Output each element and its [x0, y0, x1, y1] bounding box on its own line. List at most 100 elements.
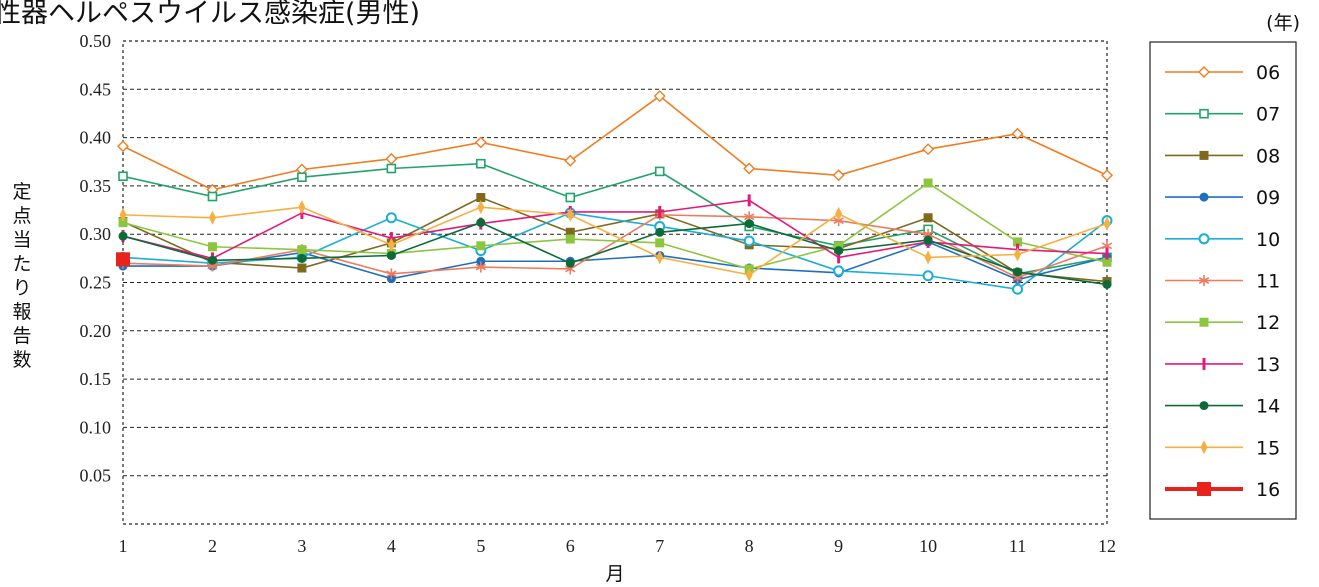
data-point	[1200, 440, 1208, 455]
data-point	[207, 191, 218, 202]
data-point	[747, 194, 751, 207]
data-point	[118, 171, 128, 182]
y-tick-label: 0.35	[80, 176, 112, 196]
data-point	[476, 192, 486, 202]
legend-label: 07	[1256, 104, 1280, 126]
data-point	[1014, 247, 1022, 262]
legend-label: 15	[1256, 437, 1280, 459]
x-tick-label: 11	[1009, 536, 1026, 556]
data-point	[1101, 169, 1113, 182]
data-point	[476, 158, 486, 169]
data-point	[924, 250, 932, 265]
data-point	[1199, 192, 1209, 202]
y-tick-label: 0.30	[80, 224, 112, 244]
legend-label: 06	[1256, 62, 1280, 84]
data-point	[1199, 317, 1209, 327]
series-16	[116, 252, 130, 267]
data-point	[744, 219, 754, 229]
data-point	[832, 169, 845, 182]
legend-label: 09	[1256, 187, 1280, 209]
data-point	[385, 212, 397, 224]
gridlines	[123, 88, 1107, 477]
data-point	[834, 241, 844, 251]
data-point	[922, 270, 934, 282]
data-point	[297, 172, 307, 183]
data-point	[658, 205, 662, 218]
data-point	[387, 237, 395, 252]
data-point	[474, 136, 487, 149]
series-06	[117, 90, 1113, 196]
series-line	[122, 162, 1108, 275]
data-point	[745, 267, 753, 282]
legend-label: 12	[1256, 312, 1280, 334]
data-point	[1013, 237, 1023, 247]
legend-label: 16	[1256, 479, 1280, 501]
data-point	[833, 265, 845, 277]
data-point	[117, 140, 129, 153]
legend-label: 13	[1256, 354, 1280, 376]
legend-item: 16	[1165, 479, 1280, 501]
series-line	[122, 221, 1108, 286]
data-point	[743, 235, 755, 247]
y-axis-ticks: 0.05 0.10 0.15 0.20 0.25 0.30 0.35 0.40 0.45 0.50	[80, 31, 112, 486]
data-point	[118, 231, 128, 241]
series-08	[118, 192, 1112, 287]
data-point	[207, 242, 217, 252]
data-point	[837, 251, 841, 264]
data-point	[922, 143, 935, 156]
data-point	[1013, 267, 1023, 277]
data-point	[1198, 66, 1210, 78]
data-point	[654, 166, 665, 177]
data-point	[476, 256, 486, 266]
data-point	[1199, 108, 1209, 119]
x-tick-label: 7	[655, 536, 664, 556]
x-tick-label: 2	[208, 536, 217, 556]
y-tick-label: 0.50	[80, 31, 112, 51]
y-tick-label: 0.45	[80, 79, 112, 99]
data-point	[1202, 357, 1206, 370]
legend-label: 08	[1256, 145, 1280, 167]
series-line	[122, 182, 1108, 270]
series-15	[119, 200, 1111, 282]
data-point	[385, 152, 398, 165]
y-tick-label: 0.15	[80, 369, 112, 389]
x-tick-label: 3	[297, 536, 306, 556]
data-point	[1105, 247, 1109, 260]
y-tick-label: 0.05	[80, 466, 112, 486]
series-line	[122, 95, 1108, 191]
data-point	[655, 227, 665, 237]
data-point	[564, 154, 577, 167]
data-point	[298, 200, 306, 215]
y-tick-label: 0.20	[80, 321, 112, 341]
data-point	[476, 241, 486, 251]
data-point	[923, 178, 933, 188]
series-line	[122, 199, 1108, 260]
series-14	[118, 218, 1112, 289]
data-point	[566, 207, 574, 222]
data-point	[208, 210, 216, 225]
y-tick-label: 0.25	[80, 273, 112, 293]
x-tick-label: 9	[834, 536, 843, 556]
data-point	[477, 200, 485, 215]
data-point	[1011, 127, 1024, 140]
legend-item: 11	[1165, 271, 1280, 293]
data-point	[923, 213, 933, 223]
x-tick-label: 10	[919, 536, 937, 556]
legend-label: 10	[1256, 229, 1280, 251]
series-lines	[116, 90, 1113, 295]
y-tick-label: 0.40	[80, 128, 112, 148]
x-tick-label: 1	[119, 536, 128, 556]
legend-item: 15	[1165, 437, 1280, 459]
legend-item: 08	[1165, 145, 1280, 167]
data-point	[116, 252, 130, 267]
legend-title: (年)	[1266, 12, 1300, 34]
data-point	[1102, 279, 1112, 289]
legend-label: 14	[1256, 396, 1280, 418]
x-tick-label: 4	[387, 536, 396, 556]
x-tick-label: 8	[745, 536, 754, 556]
data-point	[386, 250, 396, 260]
plot-area: 0.05 0.10 0.15 0.20 0.25 0.30 0.35 0.40 0.45 0.50…	[80, 31, 1117, 556]
data-point	[119, 207, 127, 222]
data-point	[1198, 275, 1210, 286]
series-line	[122, 214, 1108, 279]
